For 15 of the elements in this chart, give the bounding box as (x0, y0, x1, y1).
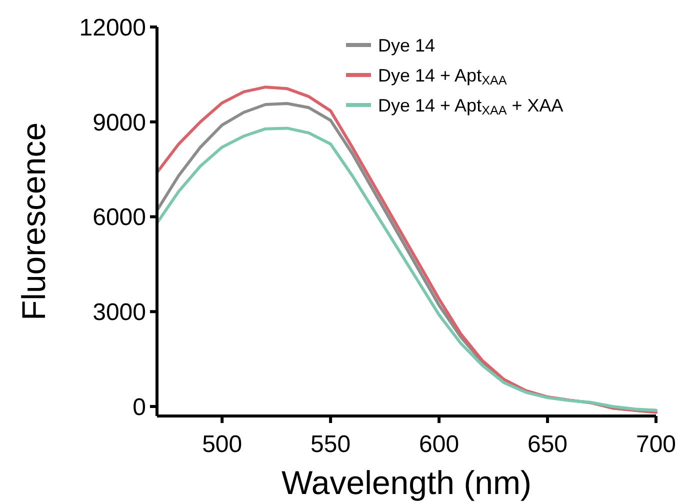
y-axis-title: Fluorescence (15, 122, 52, 321)
x-tick-label: 500 (202, 431, 242, 458)
y-tick-label: 0 (132, 394, 146, 421)
legend-label: Dye 14 (378, 35, 436, 56)
x-tick-label: 650 (528, 431, 568, 458)
x-axis-title: Wavelength (nm) (281, 464, 532, 501)
legend-label: Dye 14 + Apt$_{XAA}$ + XAA (378, 95, 564, 118)
y-tick-label: 12000 (79, 14, 146, 42)
x-tick-label: 550 (310, 431, 351, 458)
legend-label: Dye 14 + Apt$_{XAA}$ (378, 65, 508, 88)
x-tick-label: 700 (636, 431, 676, 458)
y-tick-label: 3000 (92, 299, 146, 326)
x-tick-label: 600 (419, 431, 460, 458)
y-tick-label: 9000 (92, 109, 146, 136)
y-tick-label: 6000 (92, 204, 146, 232)
